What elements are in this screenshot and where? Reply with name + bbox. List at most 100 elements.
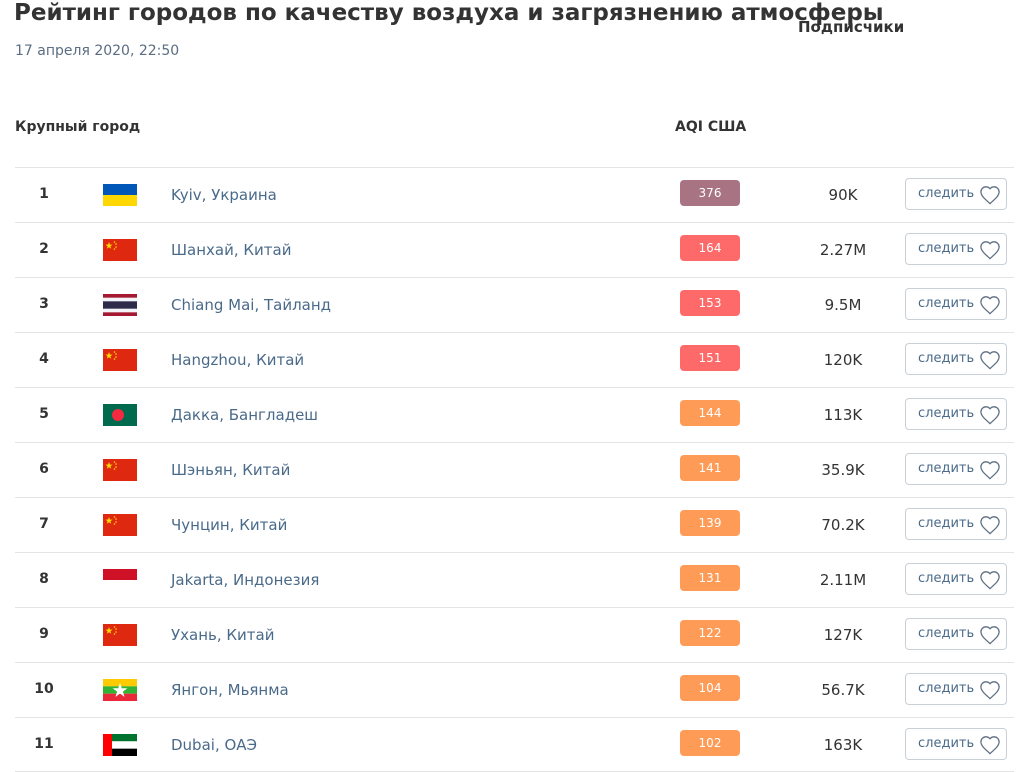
rank-number: 10 [34,681,54,697]
heart-icon [979,350,1001,370]
follow-button[interactable]: следить [905,728,1007,760]
city-link[interactable]: Kyiv, Украина [171,186,277,204]
aqi-badge: 376 [680,180,740,206]
subscriber-count: 2.11M [819,571,867,589]
follow-button[interactable]: следить [905,453,1007,485]
page-title: Рейтинг городов по качеству воздуха и за… [14,0,884,26]
city-link[interactable]: Янгон, Мьянма [171,681,289,699]
aqi-badge: 139 [680,510,740,536]
china-flag-icon [103,624,137,646]
follow-button[interactable]: следить [905,178,1007,210]
rank-number: 8 [39,571,49,587]
ukraine-flag-icon [103,184,137,206]
city-link[interactable]: Dubai, ОАЭ [171,736,258,754]
follow-button-label: следить [918,296,975,311]
city-link[interactable]: Ухань, Китай [171,626,275,644]
bangladesh-flag-icon [103,404,137,426]
follow-button[interactable]: следить [905,398,1007,430]
table-row: 8 Jakarta, Индонезия 131 2.11M следить [15,552,1014,607]
city-link[interactable]: Jakarta, Индонезия [171,571,320,589]
myanmar-flag-icon [103,679,137,701]
heart-icon [979,625,1001,645]
follow-button[interactable]: следить [905,673,1007,705]
follow-button-label: следить [918,461,975,476]
follow-button[interactable]: следить [905,343,1007,375]
table-row: 9 Ухань, Китай 122 127K следить [15,607,1014,662]
china-flag-icon [103,349,137,371]
follow-button[interactable]: следить [905,508,1007,540]
rank-number: 7 [39,516,49,532]
follow-button-label: следить [918,626,975,641]
china-flag-icon [103,459,137,481]
follow-button-label: следить [918,736,975,751]
table-row: 5 Дакка, Бангладеш 144 113K следить [15,387,1014,442]
aqi-badge: 153 [680,290,740,316]
follow-button-label: следить [918,186,975,201]
rank-number: 2 [39,241,49,257]
subscriber-count: 56.7K [821,681,865,699]
heart-icon [979,460,1001,480]
heart-icon [979,515,1001,535]
aqi-badge: 131 [680,565,740,591]
subscriber-count: 70.2K [821,516,865,534]
subscriber-count: 127K [823,626,863,644]
heart-icon [979,570,1001,590]
china-flag-icon [103,239,137,261]
heart-icon [979,405,1001,425]
city-link[interactable]: Шанхай, Китай [171,241,292,259]
table-row: 11 Dubai, ОАЭ 102 163K следить [15,717,1014,772]
aqi-badge: 164 [680,235,740,261]
table-row: 2 Шанхай, Китай 164 2.27M следить [15,222,1014,277]
subscriber-count: 113K [823,406,863,424]
aqi-badge: 122 [680,620,740,646]
subscriber-count: 163K [823,736,863,754]
rank-number: 3 [39,296,49,312]
subscriber-count: 120K [823,351,863,369]
city-link[interactable]: Chiang Mai, Тайланд [171,296,332,314]
follow-button[interactable]: следить [905,618,1007,650]
rank-number: 4 [39,351,49,367]
thailand-flag-icon [103,294,137,316]
subscriber-count: 35.9K [821,461,865,479]
heart-icon [979,240,1001,260]
city-link[interactable]: Шэньян, Китай [171,461,291,479]
uae-flag-icon [103,734,137,756]
follow-button-label: следить [918,681,975,696]
follow-button-label: следить [918,516,975,531]
indonesia-flag-icon [103,569,137,591]
follow-button-label: следить [918,406,975,421]
rank-number: 11 [34,736,54,752]
follow-button-label: следить [918,351,975,366]
city-link[interactable]: Дакка, Бангладеш [171,406,319,424]
follow-button[interactable]: следить [905,563,1007,595]
aqi-badge: 144 [680,400,740,426]
aqi-badge: 102 [680,730,740,756]
rank-number: 1 [39,186,49,202]
follow-button-label: следить [918,571,975,586]
table-row: 4 Hangzhou, Китай 151 120K следить [15,332,1014,387]
aqi-badge: 151 [680,345,740,371]
follow-button[interactable]: следить [905,288,1007,320]
heart-icon [979,735,1001,755]
subscriber-count: 9.5M [824,296,862,314]
subscriber-count: 90K [828,186,858,204]
column-header-subscribers: Подписчики [798,18,905,36]
china-flag-icon [103,514,137,536]
aqi-badge: 104 [680,675,740,701]
city-link[interactable]: Чунцин, Китай [171,516,288,534]
table-row: 7 Чунцин, Китай 139 70.2K следить [15,497,1014,552]
city-link[interactable]: Hangzhou, Китай [171,351,305,369]
table-row: 3 Chiang Mai, Тайланд 153 9.5M следить [15,277,1014,332]
page-date: 17 апреля 2020, 22:50 [15,43,180,59]
heart-icon [979,295,1001,315]
heart-icon [979,185,1001,205]
follow-button[interactable]: следить [905,233,1007,265]
rank-number: 5 [39,406,49,422]
rank-number: 9 [39,626,49,642]
heart-icon [979,680,1001,700]
follow-button-label: следить [918,241,975,256]
column-header-city: Крупный город [15,119,141,135]
aqi-badge: 141 [680,455,740,481]
table-row: 1 Kyiv, Украина 376 90K следить [15,167,1014,222]
subscriber-count: 2.27M [819,241,867,259]
